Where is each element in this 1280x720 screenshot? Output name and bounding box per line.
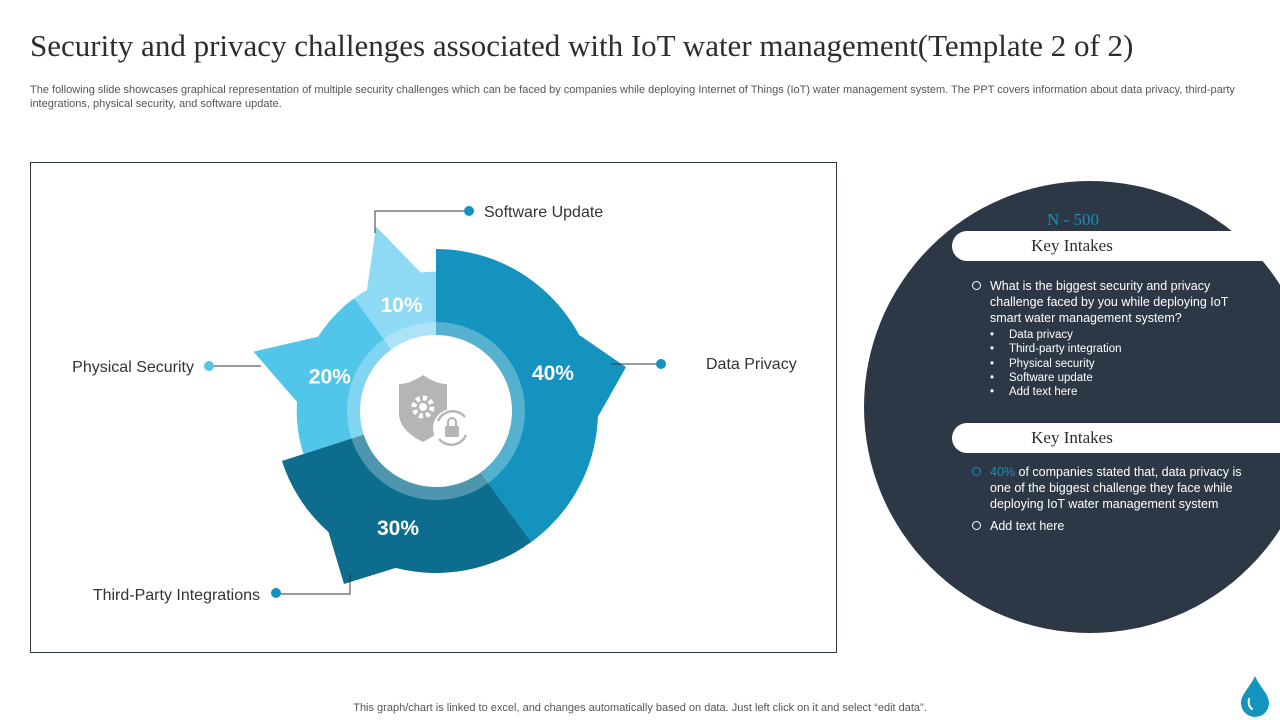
leader-line — [374, 210, 469, 233]
label-dot — [656, 359, 666, 369]
donut-chart: 40% 30% 20% 10% Data Privacy Third-Party Inte… — [72, 204, 797, 604]
inner-ring — [347, 322, 525, 500]
key-intakes-heading-2-text: Key Intakes — [1031, 428, 1113, 447]
label-dot — [464, 206, 474, 216]
sample-size-label: N - 500 — [1047, 210, 1099, 229]
bullet-circle-icon — [972, 521, 981, 530]
data-label: 20% — [309, 365, 351, 388]
option-item: Add text here — [990, 385, 1252, 400]
data-label: 30% — [377, 517, 419, 540]
page-title: Security and privacy challenges associat… — [30, 28, 1134, 63]
bullet-circle-icon — [972, 281, 981, 290]
category-label-third-party-integrations: Third-Party Integrations — [93, 587, 260, 604]
leader-line — [276, 574, 351, 595]
key-intakes-heading-2: Key Intakes — [952, 423, 1280, 453]
stat-text: of companies stated that, data privacy i… — [990, 465, 1242, 511]
chart-container: 40% 30% 20% 10% Data Privacy Third-Party Inte… — [30, 162, 837, 653]
option-item: Physical security — [990, 357, 1252, 372]
insight-block: 40% of companies stated that, data priva… — [972, 464, 1252, 534]
label-dot — [204, 361, 214, 371]
option-item: Data privacy — [990, 328, 1252, 343]
option-list: Data privacyThird-party integrationPhysi… — [990, 328, 1252, 400]
slice-data-privacy — [436, 249, 598, 543]
stat-value: 40% — [990, 465, 1016, 479]
category-label-data-privacy: Data Privacy — [706, 356, 797, 373]
question-block: What is the biggest security and privacy… — [972, 278, 1252, 400]
page-subtitle: The following slide showcases graphical … — [30, 84, 1235, 110]
water-drop-icon — [1241, 676, 1269, 717]
key-intakes-heading-1-text: Key Intakes — [1031, 236, 1113, 255]
data-label: 10% — [380, 294, 422, 317]
category-label-physical-security: Physical Security — [72, 359, 194, 376]
label-dot — [271, 588, 281, 598]
key-intakes-heading-1: Key Intakes — [952, 231, 1280, 261]
callout-pointer — [366, 226, 425, 296]
extra-text: Add text here — [990, 519, 1065, 533]
option-item: Third-party integration — [990, 342, 1252, 357]
bullet-circle-icon — [972, 467, 981, 476]
question-text: What is the biggest security and privacy… — [990, 279, 1229, 325]
callout-pointer — [571, 329, 627, 425]
callout-pointer — [326, 524, 404, 585]
data-label: 40% — [532, 362, 574, 385]
category-label-software-update: Software Update — [484, 204, 603, 221]
option-item: Software update — [990, 371, 1252, 386]
callout-pointer — [253, 335, 324, 407]
shield-gear-lock-icon — [399, 375, 471, 447]
footer-note: This graph/chart is linked to excel, and… — [353, 702, 927, 714]
